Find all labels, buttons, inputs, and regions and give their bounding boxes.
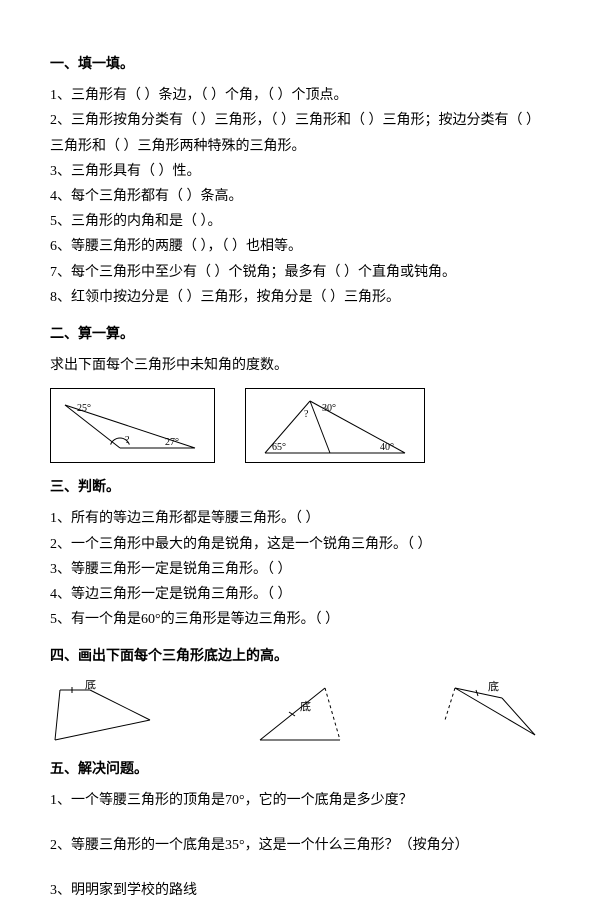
s2-fig1: 25°? 27° — [50, 388, 215, 463]
s1-q7: 7、每个三角形中至少有（ ）个锐角；最多有（ ）个直角或钝角。 — [50, 260, 545, 285]
s3-q3: 3、等腰三角形一定是锐角三角形。（ ） — [50, 557, 545, 582]
s5-q2: 2、等腰三角形的一个底角是35°，这是一个什么三角形？（按角分） — [50, 833, 545, 858]
svg-text:25°: 25° — [77, 403, 91, 414]
section5-heading: 五、解决问题。 — [50, 757, 545, 782]
s5-q3: 3、明明家到学校的路线 — [50, 878, 545, 903]
triangle-height-1: 底 — [50, 680, 160, 745]
svg-text:底: 底 — [300, 699, 311, 713]
s3-q5: 5、有一个角是60°的三角形是等边三角形。（ ） — [50, 607, 545, 632]
s1-q6: 6、等腰三角形的两腰（ ），（ ）也相等。 — [50, 234, 545, 259]
s3-q2: 2、一个三角形中最大的角是锐角，这是一个锐角三角形。（ ） — [50, 532, 545, 557]
triangle-height-2: 底 — [240, 680, 350, 745]
s1-q4: 4、每个三角形都有（ ）条高。 — [50, 184, 545, 209]
svg-text:底: 底 — [488, 680, 499, 693]
svg-text:65°: 65° — [272, 442, 286, 453]
section1-heading: 一、填一填。 — [50, 52, 545, 77]
s3-q4: 4、等边三角形一定是锐角三角形。（ ） — [50, 582, 545, 607]
triangle-diagram-2: 65° 40° 30°? — [250, 393, 420, 458]
triangle-diagram-1: 25°? 27° — [55, 393, 210, 453]
svg-text:30°: 30° — [322, 403, 336, 414]
s2-figures: 25°? 27° 65° 40° 30°? — [50, 388, 545, 463]
section4-heading: 四、画出下面每个三角形底边上的高。 — [50, 644, 545, 669]
s1-q8: 8、红领巾按边分是（ ）三角形，按角分是（ ）三角形。 — [50, 285, 545, 310]
s4-figures: 底 底 底 — [50, 680, 545, 745]
s1-q2: 2、三角形按角分类有（ ）三角形，（ ）三角形和（ ）三角形；按边分类有（ ）三… — [50, 108, 545, 158]
s2-fig2: 65° 40° 30°? — [245, 388, 425, 463]
section2-heading: 二、算一算。 — [50, 322, 545, 347]
section3-heading: 三、判断。 — [50, 475, 545, 500]
s2-prompt: 求出下面每个三角形中未知角的度数。 — [50, 353, 545, 378]
svg-text:?: ? — [304, 409, 309, 420]
svg-text:?: ? — [125, 435, 130, 446]
s5-q1: 1、一个等腰三角形的顶角是70°，它的一个底角是多少度？ — [50, 788, 545, 813]
svg-text:底: 底 — [85, 680, 96, 691]
s1-q3: 3、三角形具有（ ）性。 — [50, 159, 545, 184]
svg-text:40°: 40° — [380, 442, 394, 453]
triangle-height-3: 底 — [430, 680, 545, 740]
s1-q5: 5、三角形的内角和是（ ）。 — [50, 209, 545, 234]
s3-q1: 1、所有的等边三角形都是等腰三角形。（ ） — [50, 506, 545, 531]
s1-q1: 1、三角形有（ ）条边，（ ）个角，（ ）个顶点。 — [50, 83, 545, 108]
svg-text:27°: 27° — [165, 437, 179, 448]
